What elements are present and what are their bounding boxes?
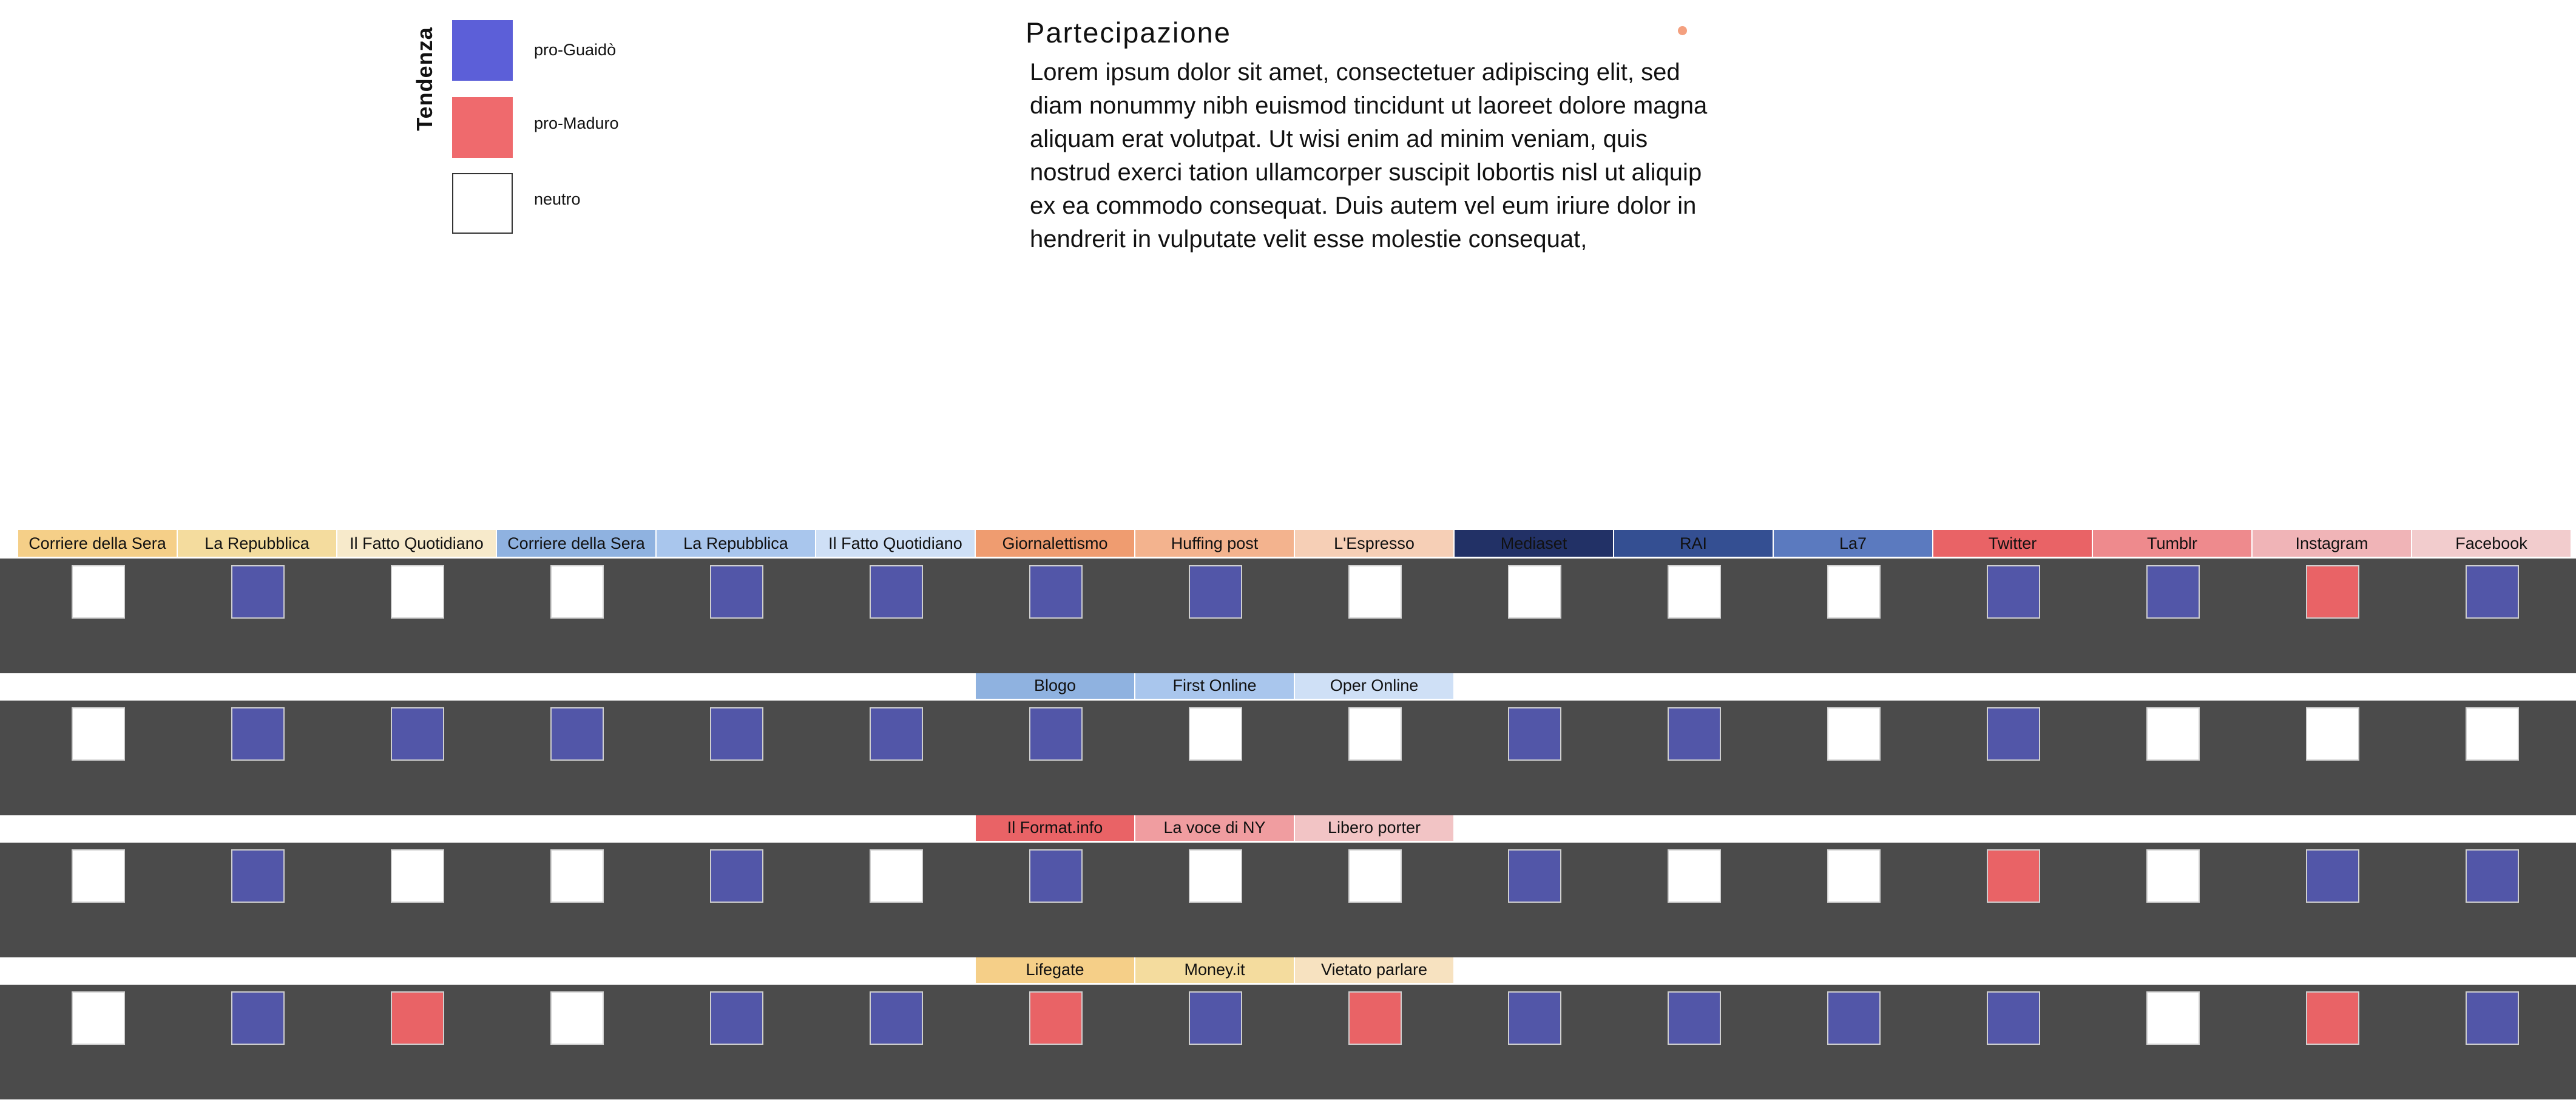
tendency-cell-guaido <box>390 707 444 761</box>
column-header: Il Fatto Quotidiano <box>337 530 497 557</box>
tendency-cell-neutro <box>869 849 923 903</box>
tendency-cell-guaido <box>2305 849 2359 903</box>
tendency-cell-guaido <box>709 707 763 761</box>
column-header: Lifegate <box>976 956 1135 983</box>
tendency-cell-neutro <box>71 707 125 761</box>
tendency-cell-guaido <box>1667 707 1721 761</box>
column-header: Giornalettismo <box>976 530 1135 557</box>
tendency-cell-guaido <box>1986 991 2040 1045</box>
legend-label-neutro: neutro <box>534 190 581 208</box>
column-header: First Online <box>1135 672 1295 699</box>
tendency-cell-guaido <box>2465 849 2519 903</box>
tendency-cell-guaido <box>1827 991 1881 1045</box>
column-header: L'Espresso <box>1295 530 1455 557</box>
tendency-cell-guaido <box>1029 849 1083 903</box>
tendency-cell-neutro <box>71 565 125 619</box>
column-header: Money.it <box>1135 956 1295 983</box>
tendency-cell-guaido <box>709 991 763 1045</box>
tendency-cell-guaido <box>1188 565 1242 619</box>
tendency-cell-neutro <box>1827 565 1881 619</box>
legend-axis-title: Tendenza <box>412 27 437 131</box>
tendency-cell-guaido <box>1507 991 1561 1045</box>
tendency-cell-neutro <box>550 565 604 619</box>
column-header: Tumblr <box>2093 530 2253 557</box>
column-header: Mediaset <box>1455 530 1614 557</box>
tendency-cell-neutro <box>1348 565 1402 619</box>
tendency-cell-neutro <box>390 849 444 903</box>
tendency-cell-guaido <box>231 991 285 1045</box>
column-header: Corriere della Sera <box>18 530 178 557</box>
tendency-cell-guaido <box>1029 707 1083 761</box>
legend-label-maduro: pro-Maduro <box>534 114 619 132</box>
legend-swatch-guaido <box>452 20 513 81</box>
column-header: Facebook <box>2412 530 2572 557</box>
column-header: Instagram <box>2253 530 2412 557</box>
tendency-cell-guaido <box>231 565 285 619</box>
column-header: Libero porter <box>1295 814 1455 841</box>
tendency-cell-neutro <box>1667 565 1721 619</box>
tendency-cell-guaido <box>2146 565 2200 619</box>
tendency-cell-neutro <box>1827 707 1881 761</box>
tendency-cell-guaido <box>1507 849 1561 903</box>
tendency-cell-neutro <box>1667 849 1721 903</box>
column-header: Vietato parlare <box>1295 956 1455 983</box>
tendency-cell-neutro <box>550 991 604 1045</box>
tendency-cell-guaido <box>869 707 923 761</box>
column-header: La voce di NY <box>1135 814 1295 841</box>
description-text: Lorem ipsum dolor sit amet, consectetuer… <box>1030 59 1708 253</box>
tendency-cell-neutro <box>2305 707 2359 761</box>
tendency-cell-guaido <box>1986 707 2040 761</box>
tendency-cell-neutro <box>1188 849 1242 903</box>
tendency-cell-guaido <box>709 565 763 619</box>
tendency-cell-maduro <box>390 991 444 1045</box>
decorative-dot <box>1678 26 1687 35</box>
tendency-cell-maduro <box>2305 565 2359 619</box>
tendency-cell-neutro <box>1507 565 1561 619</box>
tendency-cell-neutro <box>71 991 125 1045</box>
tendency-cell-neutro <box>1348 849 1402 903</box>
tendency-cell-maduro <box>2305 991 2359 1045</box>
column-header: La Repubblica <box>657 530 816 557</box>
column-header: La7 <box>1774 530 1933 557</box>
tendency-cell-guaido <box>550 707 604 761</box>
tendency-cell-guaido <box>2465 565 2519 619</box>
tendency-cell-guaido <box>1188 991 1242 1045</box>
tendency-cell-guaido <box>709 849 763 903</box>
tendency-cell-neutro <box>1188 707 1242 761</box>
legend-swatch-maduro <box>452 97 513 158</box>
tendency-cell-neutro <box>2465 707 2519 761</box>
page-title: Partecipazione <box>1026 16 1231 49</box>
tendency-cell-guaido <box>231 707 285 761</box>
tendency-cell-neutro <box>1827 849 1881 903</box>
column-header: Il Format.info <box>976 814 1135 841</box>
tendency-cell-guaido <box>1029 565 1083 619</box>
tendency-cell-guaido <box>869 991 923 1045</box>
tendency-cell-guaido <box>869 565 923 619</box>
column-header: Il Fatto Quotidiano <box>816 530 976 557</box>
tendency-cell-guaido <box>2465 991 2519 1045</box>
column-header: Huffing post <box>1135 530 1295 557</box>
column-header: Twitter <box>1933 530 2093 557</box>
column-header: Oper Online <box>1295 672 1455 699</box>
tendency-cell-neutro <box>2146 991 2200 1045</box>
legend-swatch-neutro <box>452 173 513 234</box>
tendency-cell-guaido <box>1507 707 1561 761</box>
tendency-cell-guaido <box>1667 991 1721 1045</box>
tendency-cell-neutro <box>71 849 125 903</box>
tendency-cell-maduro <box>1029 991 1083 1045</box>
tendency-cell-maduro <box>1348 991 1402 1045</box>
tendency-cell-guaido <box>231 849 285 903</box>
column-header: La Repubblica <box>178 530 337 557</box>
tendency-cell-neutro <box>2146 707 2200 761</box>
column-header: RAI <box>1614 530 1774 557</box>
tendency-cell-guaido <box>1986 565 2040 619</box>
column-header: Blogo <box>976 672 1135 699</box>
tendency-cell-neutro <box>1348 707 1402 761</box>
legend-label-guaido: pro-Guaidò <box>534 41 617 59</box>
tendency-cell-neutro <box>2146 849 2200 903</box>
column-header: Corriere della Sera <box>497 530 657 557</box>
tendency-cell-maduro <box>1986 849 2040 903</box>
tendency-cell-neutro <box>550 849 604 903</box>
tendency-cell-neutro <box>390 565 444 619</box>
